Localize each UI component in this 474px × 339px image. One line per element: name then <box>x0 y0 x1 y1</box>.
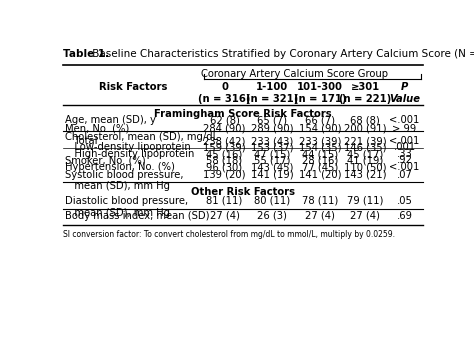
Text: 146 (35): 146 (35) <box>344 142 386 153</box>
Text: 77 (45): 77 (45) <box>302 162 338 172</box>
Text: 101-300
(n = 171): 101-300 (n = 171) <box>294 82 346 104</box>
Text: <.001: <.001 <box>389 162 420 172</box>
Text: Diastolic blood pressure,
   mean (SD), mm Hg: Diastolic blood pressure, mean (SD), mm … <box>65 196 188 218</box>
Text: Baseline Characteristics Stratified by Coronary Artery Calcium Score (N = 1029): Baseline Characteristics Stratified by C… <box>90 49 474 59</box>
Text: 141 (20): 141 (20) <box>299 170 341 180</box>
Text: 58 (18): 58 (18) <box>207 155 243 165</box>
Text: High-density lipoprotein: High-density lipoprotein <box>65 149 194 159</box>
Text: 27 (4): 27 (4) <box>350 211 380 221</box>
Text: P
Value: P Value <box>389 82 420 104</box>
Text: 200 (91): 200 (91) <box>344 124 386 134</box>
Text: Framingham Score Risk Factors: Framingham Score Risk Factors <box>154 109 332 119</box>
Text: Cholesterol, mean (SD), mg/dL: Cholesterol, mean (SD), mg/dL <box>65 132 218 141</box>
Text: SI conversion factor: To convert cholesterol from mg/dL to mmol/L, multiply by 0: SI conversion factor: To convert cholest… <box>63 230 395 239</box>
Text: 47 (15): 47 (15) <box>254 149 291 159</box>
Text: Coronary Artery Calcium Score Group: Coronary Artery Calcium Score Group <box>201 69 388 79</box>
Text: Age, mean (SD), y: Age, mean (SD), y <box>65 115 155 125</box>
Text: 78 (11): 78 (11) <box>302 196 338 206</box>
Text: 289 (90): 289 (90) <box>251 124 293 134</box>
Text: .92: .92 <box>397 155 412 165</box>
Text: 68 (8): 68 (8) <box>350 115 380 125</box>
Text: 284 (90): 284 (90) <box>203 124 246 134</box>
Text: 96 (30): 96 (30) <box>207 162 243 172</box>
Text: .001: .001 <box>393 142 416 153</box>
Text: Systolic blood pressure,
   mean (SD), mm Hg: Systolic blood pressure, mean (SD), mm H… <box>65 170 183 192</box>
Text: >.99: >.99 <box>392 124 417 134</box>
Text: 0
(n = 316): 0 (n = 316) <box>199 82 251 104</box>
Text: Other Risk Factors: Other Risk Factors <box>191 187 295 197</box>
Text: Hypertension, No. (%): Hypertension, No. (%) <box>65 162 174 172</box>
Text: 44 (15): 44 (15) <box>302 149 338 159</box>
Text: 66 (7): 66 (7) <box>305 115 335 125</box>
Text: 141 (19): 141 (19) <box>251 170 293 180</box>
Text: 79 (11): 79 (11) <box>347 196 383 206</box>
Text: Low-density lipoprotein: Low-density lipoprotein <box>65 142 191 153</box>
Text: Table 1.: Table 1. <box>63 49 109 59</box>
Text: Total: Total <box>65 136 97 146</box>
Text: ≥301
(n = 221): ≥301 (n = 221) <box>339 82 391 104</box>
Text: .33: .33 <box>397 149 412 159</box>
Text: 27 (4): 27 (4) <box>210 211 239 221</box>
Text: 233 (43): 233 (43) <box>251 136 293 146</box>
Text: 65 (7): 65 (7) <box>257 115 287 125</box>
Text: 233 (39): 233 (39) <box>299 136 341 146</box>
Text: .69: .69 <box>397 211 412 221</box>
Text: 154 (90): 154 (90) <box>299 124 341 134</box>
Text: 139 (20): 139 (20) <box>203 170 246 180</box>
Text: .05: .05 <box>397 196 412 206</box>
Text: .07: .07 <box>397 170 412 180</box>
Text: 80 (11): 80 (11) <box>254 196 291 206</box>
Text: 45 (16): 45 (16) <box>207 149 243 159</box>
Text: 45 (17): 45 (17) <box>347 149 383 159</box>
Text: 81 (11): 81 (11) <box>207 196 243 206</box>
Text: Risk Factors: Risk Factors <box>100 82 168 93</box>
Text: <.001: <.001 <box>389 115 420 125</box>
Text: <.001: <.001 <box>389 136 420 146</box>
Text: 143 (21): 143 (21) <box>344 170 386 180</box>
Text: 159 (39): 159 (39) <box>203 142 246 153</box>
Text: Men, No. (%): Men, No. (%) <box>65 124 129 134</box>
Text: Body mass index, mean (SD): Body mass index, mean (SD) <box>65 211 209 221</box>
Text: 238 (42): 238 (42) <box>203 136 246 146</box>
Text: 143 (45): 143 (45) <box>251 162 293 172</box>
Text: 110 (50): 110 (50) <box>344 162 386 172</box>
Text: 41 (19): 41 (19) <box>347 155 383 165</box>
Text: 221 (39): 221 (39) <box>344 136 386 146</box>
Text: 153 (37): 153 (37) <box>251 142 293 153</box>
Text: Smoker, No. (%): Smoker, No. (%) <box>65 155 146 165</box>
Text: 1-100
(n = 321): 1-100 (n = 321) <box>246 82 299 104</box>
Text: 27 (4): 27 (4) <box>305 211 335 221</box>
Text: 62 (8): 62 (8) <box>210 115 239 125</box>
Text: 28 (16): 28 (16) <box>302 155 338 165</box>
Text: 154 (35): 154 (35) <box>299 142 341 153</box>
Text: 55 (17): 55 (17) <box>254 155 291 165</box>
Text: 26 (3): 26 (3) <box>257 211 287 221</box>
